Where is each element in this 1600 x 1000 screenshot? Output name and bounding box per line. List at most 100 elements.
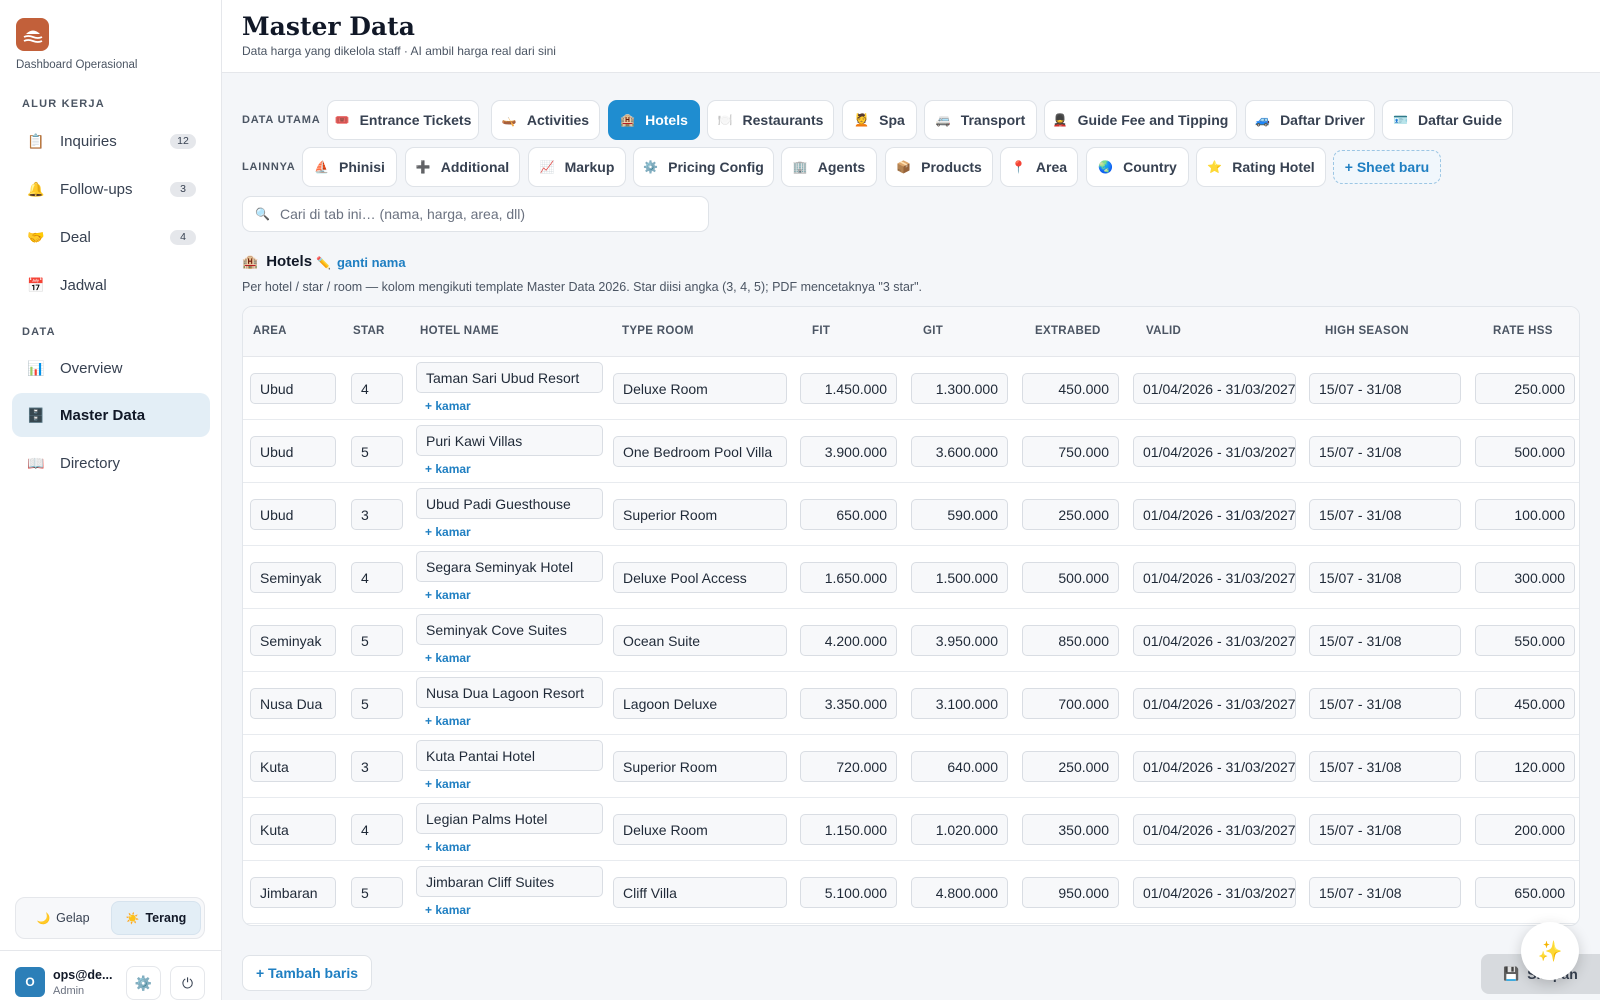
git-price-input[interactable]: 3.950.000 [911,625,1008,656]
tab-hotels[interactable]: 🏨 Hotels [608,100,700,140]
high-season-input[interactable]: 15/07 - 31/08 [1309,499,1461,530]
rate-hss-input[interactable]: 550.000 [1475,625,1575,656]
high-season-input[interactable]: 15/07 - 31/08 [1309,436,1461,467]
room-type-input[interactable]: Deluxe Room [613,373,787,404]
tab-phinisi[interactable]: ⛵ Phinisi [302,147,397,187]
fit-price-input[interactable]: 4.200.000 [800,625,897,656]
sidebar-item-inquiries[interactable]: 📋 Inquiries 12 [12,119,210,163]
area-input[interactable]: Jimbaran [250,877,336,908]
area-input[interactable]: Seminyak [250,562,336,593]
avatar[interactable]: O [15,967,45,997]
tab-activities[interactable]: 🛶 Activities [491,100,600,140]
git-price-input[interactable]: 1.020.000 [911,814,1008,845]
add-room-link[interactable]: + kamar [425,840,471,854]
rate-hss-input[interactable]: 100.000 [1475,499,1575,530]
extrabed-price-input[interactable]: 950.000 [1022,877,1119,908]
star-input[interactable]: 5 [351,877,403,908]
high-season-input[interactable]: 15/07 - 31/08 [1309,814,1461,845]
hotel-name-input[interactable]: Seminyak Cove Suites [416,614,603,645]
hotel-name-input[interactable]: Ubud Padi Guesthouse [416,488,603,519]
extrabed-price-input[interactable]: 700.000 [1022,688,1119,719]
room-type-input[interactable]: Deluxe Pool Access [613,562,787,593]
valid-period-input[interactable]: 01/04/2026 - 31/03/2027 [1133,751,1296,782]
git-price-input[interactable]: 590.000 [911,499,1008,530]
high-season-input[interactable]: 15/07 - 31/08 [1309,562,1461,593]
add-room-link[interactable]: + kamar [425,462,471,476]
rate-hss-input[interactable]: 650.000 [1475,877,1575,908]
add-row-button[interactable]: + Tambah baris [242,955,372,991]
room-type-input[interactable]: Superior Room [613,499,787,530]
valid-period-input[interactable]: 01/04/2026 - 31/03/2027 [1133,625,1296,656]
star-input[interactable]: 3 [351,751,403,782]
extrabed-price-input[interactable]: 250.000 [1022,499,1119,530]
add-room-link[interactable]: + kamar [425,903,471,917]
area-input[interactable]: Seminyak [250,625,336,656]
hotel-name-input[interactable]: Jimbaran Cliff Suites [416,866,603,897]
tab-entrance-tickets[interactable]: 🎟️ Entrance Tickets [327,100,479,140]
rename-sheet-link[interactable]: ✏️ ganti nama [316,255,406,270]
valid-period-input[interactable]: 01/04/2026 - 31/03/2027 [1133,436,1296,467]
sidebar-item-follow-ups[interactable]: 🔔 Follow-ups 3 [12,167,210,211]
theme-light-button[interactable]: ☀️ Terang [111,901,201,935]
extrabed-price-input[interactable]: 450.000 [1022,373,1119,404]
fit-price-input[interactable]: 3.900.000 [800,436,897,467]
valid-period-input[interactable]: 01/04/2026 - 31/03/2027 [1133,877,1296,908]
star-input[interactable]: 3 [351,499,403,530]
tab-guide-fee[interactable]: 💂 Guide Fee and Tipping [1044,100,1237,140]
high-season-input[interactable]: 15/07 - 31/08 [1309,751,1461,782]
new-sheet-button[interactable]: + Sheet baru [1333,150,1441,184]
area-input[interactable]: Kuta [250,814,336,845]
rate-hss-input[interactable]: 450.000 [1475,688,1575,719]
room-type-input[interactable]: Lagoon Deluxe [613,688,787,719]
tab-markup[interactable]: 📈 Markup [528,147,626,187]
extrabed-price-input[interactable]: 350.000 [1022,814,1119,845]
extrabed-price-input[interactable]: 500.000 [1022,562,1119,593]
theme-dark-button[interactable]: 🌙 Gelap [19,901,107,935]
extrabed-price-input[interactable]: 250.000 [1022,751,1119,782]
hotel-name-input[interactable]: Legian Palms Hotel [416,803,603,834]
hotel-name-input[interactable]: Segara Seminyak Hotel [416,551,603,582]
fit-price-input[interactable]: 720.000 [800,751,897,782]
valid-period-input[interactable]: 01/04/2026 - 31/03/2027 [1133,499,1296,530]
area-input[interactable]: Ubud [250,436,336,467]
room-type-input[interactable]: Superior Room [613,751,787,782]
star-input[interactable]: 5 [351,688,403,719]
fit-price-input[interactable]: 1.150.000 [800,814,897,845]
git-price-input[interactable]: 3.100.000 [911,688,1008,719]
add-room-link[interactable]: + kamar [425,588,471,602]
tab-daftar-guide[interactable]: 🪪 Daftar Guide [1382,100,1513,140]
room-type-input[interactable]: Ocean Suite [613,625,787,656]
rate-hss-input[interactable]: 250.000 [1475,373,1575,404]
extrabed-price-input[interactable]: 750.000 [1022,436,1119,467]
tab-restaurants[interactable]: 🍽️ Restaurants [707,100,834,140]
git-price-input[interactable]: 1.500.000 [911,562,1008,593]
sidebar-item-overview[interactable]: 📊 Overview [12,346,210,390]
high-season-input[interactable]: 15/07 - 31/08 [1309,625,1461,656]
valid-period-input[interactable]: 01/04/2026 - 31/03/2027 [1133,562,1296,593]
valid-period-input[interactable]: 01/04/2026 - 31/03/2027 [1133,373,1296,404]
add-room-link[interactable]: + kamar [425,714,471,728]
hotel-name-input[interactable]: Kuta Pantai Hotel [416,740,603,771]
area-input[interactable]: Ubud [250,373,336,404]
room-type-input[interactable]: One Bedroom Pool Villa [613,436,787,467]
fit-price-input[interactable]: 1.450.000 [800,373,897,404]
fit-price-input[interactable]: 1.650.000 [800,562,897,593]
area-input[interactable]: Nusa Dua [250,688,336,719]
fit-price-input[interactable]: 3.350.000 [800,688,897,719]
tab-country[interactable]: 🌏 Country [1086,147,1189,187]
star-input[interactable]: 5 [351,625,403,656]
high-season-input[interactable]: 15/07 - 31/08 [1309,688,1461,719]
rate-hss-input[interactable]: 500.000 [1475,436,1575,467]
rate-hss-input[interactable]: 200.000 [1475,814,1575,845]
ai-assistant-button[interactable]: ✨ [1521,922,1579,980]
valid-period-input[interactable]: 01/04/2026 - 31/03/2027 [1133,814,1296,845]
tab-spa[interactable]: 💆 Spa [842,100,917,140]
area-input[interactable]: Ubud [250,499,336,530]
brand-logo[interactable] [16,18,49,51]
rate-hss-input[interactable]: 300.000 [1475,562,1575,593]
tab-rating-hotel[interactable]: ⭐ Rating Hotel [1196,147,1326,187]
sidebar-item-directory[interactable]: 📖 Directory [12,441,210,485]
tab-pricing-config[interactable]: ⚙️ Pricing Config [633,147,774,187]
star-input[interactable]: 4 [351,373,403,404]
valid-period-input[interactable]: 01/04/2026 - 31/03/2027 [1133,688,1296,719]
